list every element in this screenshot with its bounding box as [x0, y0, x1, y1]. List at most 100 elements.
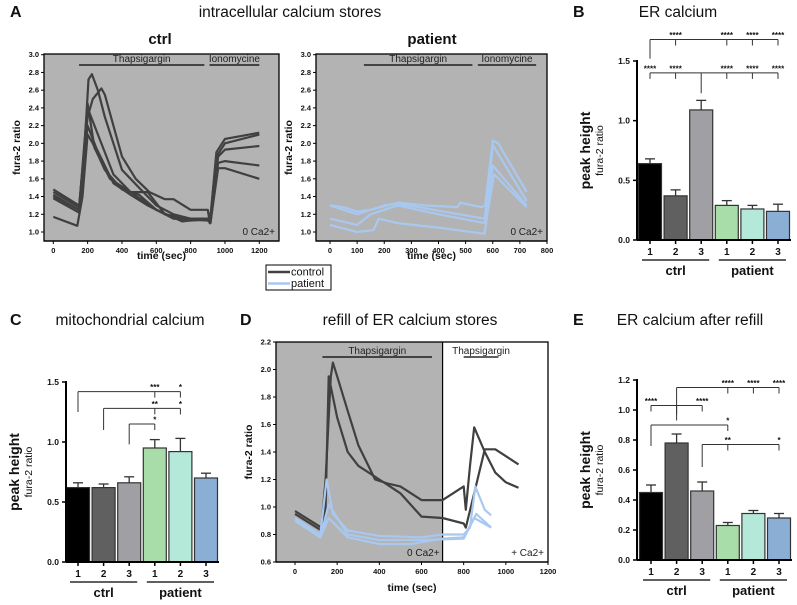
y-tick-label: 3.0 [301, 50, 311, 59]
x-tick-label: 700 [514, 246, 527, 255]
significance-bracket: **** **** **** [676, 379, 786, 415]
y-tick-label: 1.0 [47, 437, 59, 447]
x-tick-label: 100 [351, 246, 364, 255]
significance-bracket: ** * [701, 436, 781, 467]
y-tick-label: 1.6 [29, 174, 39, 183]
condition-label: 0 Ca2+ [407, 548, 440, 559]
category-label: 1 [647, 247, 653, 258]
patient-trace-3 [329, 173, 528, 235]
y-tick-label: 1.4 [29, 192, 40, 201]
bar-patient-2 [741, 512, 766, 561]
significance-label: ** [152, 400, 159, 409]
treatment-label: Thapsigargin [113, 54, 171, 65]
control-trace-4 [52, 124, 260, 225]
bar-ctrl-3 [689, 109, 714, 241]
y-axis-title: fura-2 ratio [243, 425, 255, 480]
significance-label: **** [746, 64, 759, 73]
bar-chart-2: 0.0 0.5 1.0 1.5 1 2 3 1 2 3 ctrl patient peak height… [577, 31, 791, 278]
bar-patient-3 [193, 477, 219, 563]
y-tick-label: 1.4 [301, 192, 312, 201]
legend-label-control: control [291, 267, 324, 279]
y-tick-label: 2.0 [29, 139, 39, 148]
panel-title: ER calcium [639, 4, 717, 21]
bar-ctrl-1 [638, 491, 664, 561]
y-tick-label: 2.6 [29, 86, 39, 95]
category-label: 3 [698, 247, 704, 258]
x-tick-label: 500 [459, 246, 472, 255]
y-tick-label: 0.0 [47, 557, 59, 567]
panel-title: ER calcium after refill [617, 312, 763, 329]
category-label: 1 [75, 569, 81, 580]
y-axis-subtitle: fura-2 ratio [23, 446, 35, 497]
x-axis-title: time (sec) [407, 250, 456, 262]
x-tick-label: 400 [432, 246, 445, 255]
panel-letter: E [573, 312, 584, 329]
control-trace-1 [294, 375, 520, 532]
y-tick-label: 1.5 [47, 377, 59, 387]
x-tick-label: 800 [541, 246, 554, 255]
y-tick-label: 3.0 [29, 50, 39, 59]
y-tick-label: 2.8 [301, 68, 311, 77]
y-tick-label: 1.2 [29, 210, 39, 219]
y-tick-label: 2.8 [29, 68, 39, 77]
patient-trace-0 [329, 139, 528, 213]
subplot-title: ctrl [148, 31, 171, 48]
y-tick-label: 0.8 [618, 435, 630, 445]
significance-label: **** [721, 31, 734, 40]
significance-label: **** [772, 64, 785, 73]
x-tick-label: 400 [116, 246, 129, 255]
condition-label: 0 Ca2+ [510, 227, 543, 238]
patient-trace-4 [294, 516, 492, 546]
x-tick-label: 600 [486, 246, 499, 255]
bar-patient-1 [715, 524, 740, 561]
y-tick-label: 2.0 [261, 365, 271, 374]
y-tick-label: 1.6 [301, 174, 311, 183]
x-tick-label: 600 [415, 567, 428, 576]
y-tick-label: 0.5 [618, 175, 630, 185]
significance-label: **** [669, 31, 682, 40]
bar-ctrl-2 [663, 195, 688, 241]
y-axis-title: peak height [577, 111, 593, 189]
y-tick-label: 0.6 [618, 465, 630, 475]
significance-bracket: *** * [77, 383, 183, 412]
significance-label: **** [696, 397, 709, 406]
significance-bracket: * [650, 417, 730, 446]
y-tick-label: 1.2 [618, 375, 630, 385]
bar-patient-3 [765, 210, 791, 241]
category-label: 1 [648, 567, 654, 578]
y-tick-label: 0.8 [261, 530, 271, 539]
significance-label: **** [746, 31, 759, 40]
category-label: 2 [101, 569, 107, 580]
treatment-label: Thapsigargin [452, 346, 510, 357]
y-axis-title: fura-2 ratio [283, 120, 295, 175]
y-tick-label: 2.4 [29, 103, 40, 112]
patient-trace-2 [329, 164, 528, 226]
significance-label: **** [721, 64, 734, 73]
significance-label: ** [725, 436, 732, 445]
x-tick-label: 200 [378, 246, 391, 255]
treatment-label: Ionomycine [209, 54, 261, 65]
x-tick-label: 800 [457, 567, 470, 576]
treatment-label: Thapsigargin [348, 346, 406, 357]
x-axis-title: time (sec) [387, 582, 436, 594]
category-label: 2 [673, 247, 679, 258]
y-tick-label: 2.2 [301, 121, 311, 130]
y-axis-title: peak height [6, 433, 22, 511]
bar-patient-2 [168, 451, 193, 563]
significance-label: **** [645, 397, 658, 406]
category-label: 2 [751, 567, 757, 578]
category-label: 2 [750, 247, 756, 258]
x-tick-label: 0 [328, 246, 332, 255]
y-tick-label: 1.8 [301, 157, 311, 166]
category-label: 3 [776, 567, 782, 578]
shaded-region-zero-calcium [276, 342, 443, 562]
control-trace-5 [52, 133, 208, 227]
significance-label: **** [669, 64, 682, 73]
bar-ctrl-2 [91, 487, 116, 563]
panel-letter: D [240, 312, 252, 329]
significance-label: **** [722, 379, 735, 388]
significance-label: * [777, 436, 781, 445]
legend-label-patient: patient [291, 278, 324, 290]
